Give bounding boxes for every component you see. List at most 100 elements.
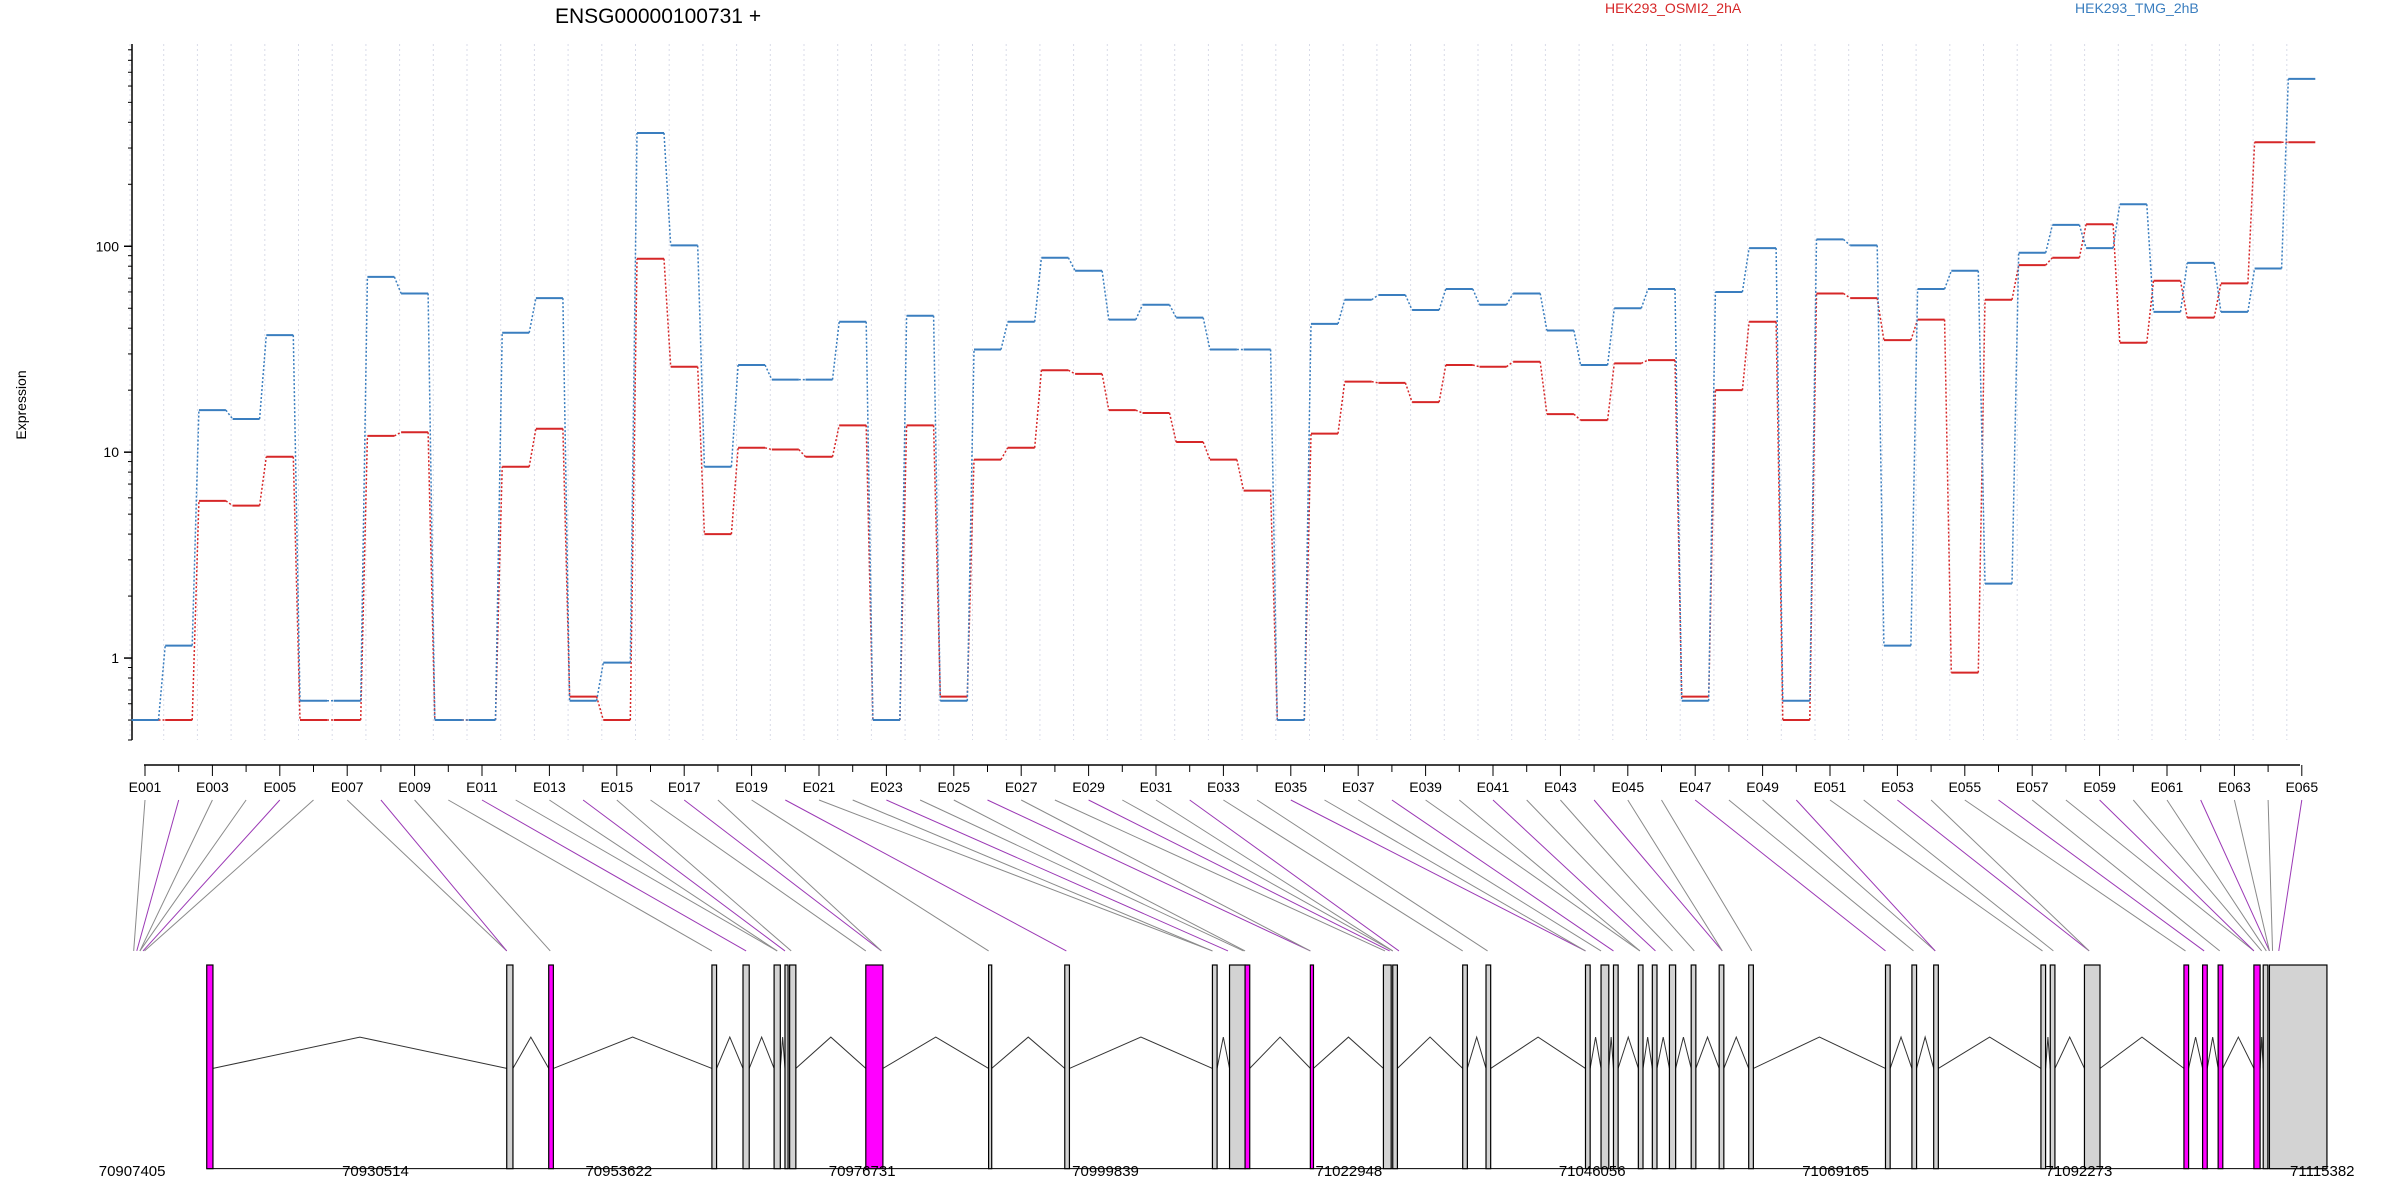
exon-block	[1637, 964, 1644, 1170]
series-connector	[427, 293, 436, 721]
series-connector	[1236, 459, 1245, 491]
exon-block	[2253, 964, 2261, 1170]
connector-e009	[414, 799, 551, 952]
connector-e031	[1155, 799, 1394, 952]
series-connector	[1876, 297, 1885, 341]
xtick-label-e033: E033	[1207, 779, 1240, 795]
series-connector	[629, 132, 638, 663]
coordinate-label: 71092273	[2046, 1163, 2113, 1180]
series-connector	[730, 364, 739, 467]
series-connector	[629, 258, 638, 721]
exon-block	[1382, 964, 1392, 1170]
xtick-label-e017: E017	[668, 779, 701, 795]
xtick-label-e061: E061	[2151, 779, 2184, 795]
connector-e002	[136, 799, 180, 952]
series-hek293_tmg_2hb	[131, 77, 2316, 722]
exon-block	[1612, 964, 1619, 1170]
exon-block	[1462, 964, 1468, 1170]
connector-e042	[1526, 799, 1673, 952]
xtick-label-e013: E013	[533, 779, 566, 795]
series-connector	[258, 456, 268, 506]
xtick-label-e031: E031	[1140, 779, 1173, 795]
series-connector	[1337, 299, 1346, 325]
series-connector	[2011, 252, 2020, 584]
series-connector	[2078, 224, 2087, 258]
series-connector	[730, 447, 739, 535]
intron-line	[1216, 1036, 1231, 1069]
series-connector	[1707, 390, 1717, 697]
series-connector	[1977, 299, 1986, 673]
exon-block	[1309, 964, 1315, 1170]
series-connector	[1101, 270, 1110, 320]
exon-block	[1584, 964, 1591, 1170]
series-connector	[2213, 283, 2222, 318]
coordinate-label: 70953622	[585, 1163, 652, 1180]
exon-block	[2262, 964, 2269, 1170]
series-connector	[899, 315, 908, 721]
exon-block	[2217, 964, 2224, 1170]
series-connector	[528, 297, 537, 333]
series-connector	[1910, 288, 1919, 646]
ytick-label: 1	[111, 650, 119, 666]
exon-block	[1718, 964, 1725, 1170]
series-connector	[831, 425, 840, 457]
exon-connector-lines	[133, 799, 2303, 952]
connector-e024	[919, 799, 1244, 952]
xtick-label-e041: E041	[1477, 779, 1510, 795]
series-connector	[393, 276, 402, 294]
connector-e049	[1762, 799, 1936, 952]
series-connector	[2146, 204, 2155, 312]
connector-e036	[1324, 799, 1586, 952]
series-connector	[1741, 321, 1750, 391]
connector-e039	[1425, 799, 1641, 952]
intron-line	[2099, 1036, 2185, 1069]
series-connector	[1033, 370, 1043, 448]
series-connector	[1371, 294, 1379, 301]
intron-line	[1889, 1035, 1913, 1069]
intron-line	[1656, 1036, 1670, 1069]
xtick-label-e011: E011	[466, 779, 498, 795]
series-connector	[2044, 224, 2054, 253]
series-connector	[1033, 257, 1043, 322]
series-connector	[1404, 294, 1413, 311]
connector-e007	[346, 799, 508, 952]
intron-line	[2045, 1037, 2051, 1069]
exon-block	[1911, 964, 1918, 1170]
exon-block	[1228, 964, 1246, 1170]
xtick-label-e063: E063	[2218, 779, 2251, 795]
connector-e020	[785, 799, 1067, 952]
connector-e011	[481, 799, 747, 952]
connector-e038	[1391, 799, 1614, 952]
legend-label-tmg: HEK293_TMG_2hB	[2075, 0, 2199, 16]
xtick-label-e029: E029	[1072, 779, 1105, 795]
series-connector	[1640, 288, 1649, 309]
intron-line	[1753, 1036, 1886, 1069]
intron-line	[1916, 1035, 1935, 1069]
series-connector	[1303, 433, 1312, 721]
xtick-label-e023: E023	[870, 779, 903, 795]
connector-e047	[1694, 799, 1886, 952]
connector-e004	[139, 799, 247, 952]
intron-line	[2188, 1036, 2204, 1069]
series-connector	[1269, 349, 1279, 721]
exon-block	[2083, 964, 2101, 1170]
series-connector	[1539, 361, 1548, 415]
exon-block	[1748, 964, 1754, 1170]
series-connector	[562, 298, 571, 701]
series-connector	[1067, 257, 1076, 272]
connector-e034	[1256, 799, 1488, 952]
connector-e013	[549, 799, 778, 952]
intron-line	[2222, 1035, 2255, 1069]
series-connector	[798, 449, 807, 458]
xtick-label-e019: E019	[735, 779, 768, 795]
intron-line	[1589, 1036, 1602, 1069]
coordinate-label: 70999839	[1072, 1163, 1139, 1180]
series-lines	[131, 77, 2316, 722]
exon-block	[1884, 964, 1891, 1170]
exon-block	[1064, 964, 1071, 1170]
connector-e061	[2166, 799, 2267, 952]
intron-line	[882, 1036, 989, 1069]
xtick-label-e021: E021	[803, 779, 836, 795]
xtick-label-e043: E043	[1544, 779, 1577, 795]
exon-block	[1392, 964, 1399, 1170]
